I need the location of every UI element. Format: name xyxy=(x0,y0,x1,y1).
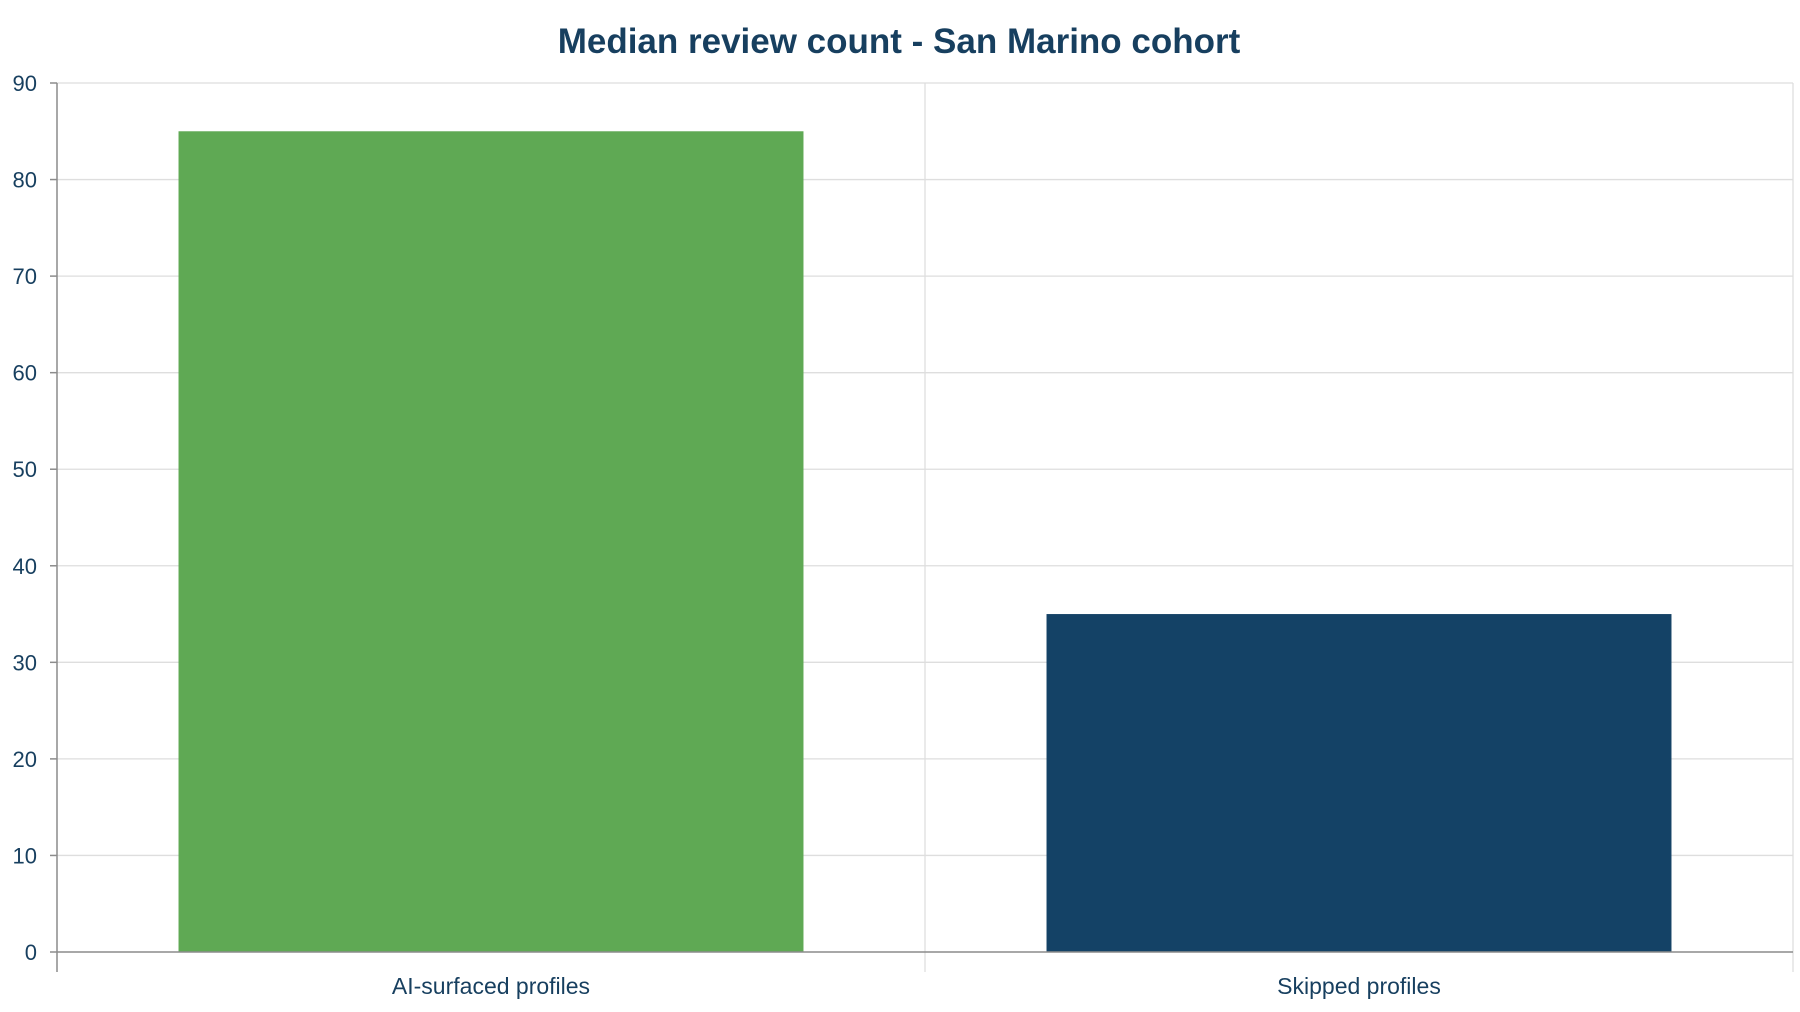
y-tick-label-70: 70 xyxy=(13,264,37,289)
y-tick-label-30: 30 xyxy=(13,650,37,675)
x-axis-category-labels: AI-surfaced profiles Skipped profiles xyxy=(392,973,1441,999)
y-tick-label-40: 40 xyxy=(13,554,37,579)
y-tick-label-20: 20 xyxy=(13,747,37,772)
y-axis-tick-labels: 0 10 20 30 40 50 60 70 80 90 xyxy=(13,71,37,965)
y-tick-label-0: 0 xyxy=(25,940,37,965)
bar-ai-surfaced-profiles xyxy=(178,131,804,952)
y-tick-label-80: 80 xyxy=(13,168,37,193)
bar-skipped-profiles xyxy=(1046,614,1672,952)
y-tick-label-90: 90 xyxy=(13,71,37,96)
y-tick-label-50: 50 xyxy=(13,457,37,482)
bars xyxy=(178,131,1672,952)
x-category-label-1: Skipped profiles xyxy=(1277,973,1441,999)
y-tick-label-10: 10 xyxy=(13,843,37,868)
chart-title: Median review count - San Marino cohort xyxy=(558,22,1241,61)
x-category-label-0: AI-surfaced profiles xyxy=(392,973,590,999)
axes xyxy=(50,82,1793,972)
y-tick-label-60: 60 xyxy=(13,361,37,386)
